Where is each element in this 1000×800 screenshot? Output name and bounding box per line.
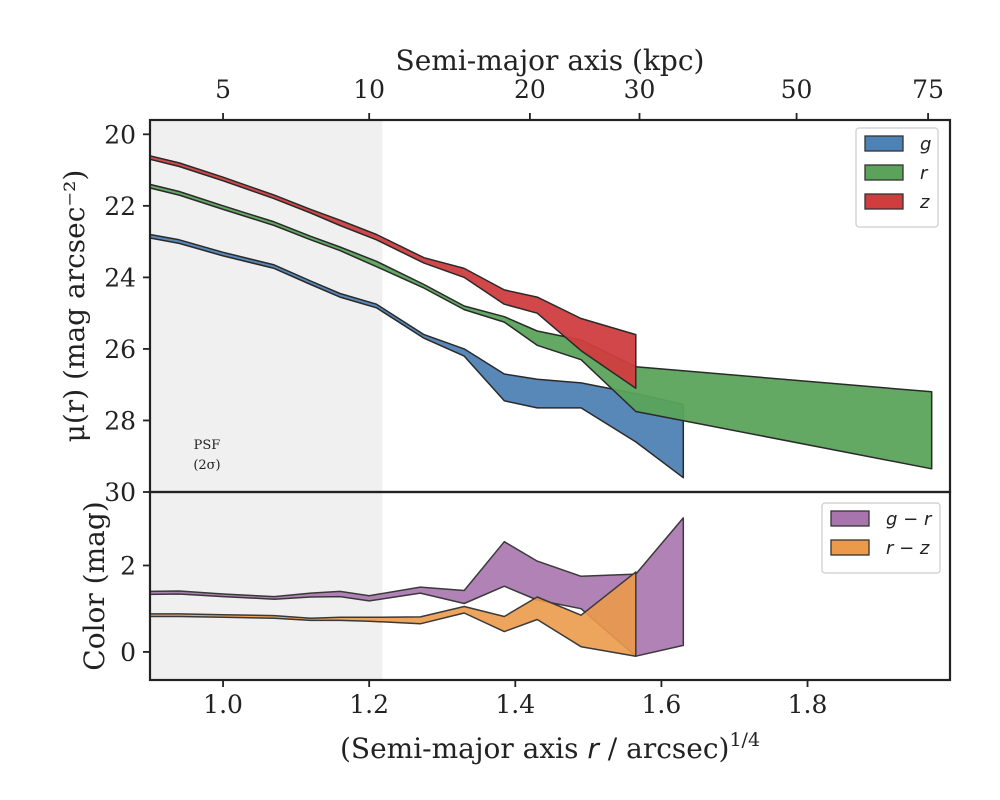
legend-label: z [919, 192, 930, 213]
bottom-xtick-label: 1.6 [642, 690, 682, 719]
top-ytick-label: 26 [104, 335, 136, 364]
bottom-xtick-label: 1.0 [203, 690, 243, 719]
band-rz [149, 571, 637, 657]
kpc-tick-label: 75 [912, 75, 944, 104]
bottom-panel-frame [148, 490, 952, 682]
band-r [149, 183, 933, 470]
kpc-tick-label: 10 [353, 75, 385, 104]
kpc-tick-label: 20 [514, 75, 546, 104]
top-ytick-label: 28 [104, 406, 136, 435]
legend-swatch-r [864, 164, 904, 181]
top-ytick-label: 20 [104, 120, 136, 149]
top-ytick-label: 24 [104, 263, 136, 292]
bottom-xtick-label: 1.8 [788, 690, 828, 719]
xlabel-exponent: 1/4 [729, 729, 760, 751]
xlabel-var: r [587, 732, 600, 765]
xlabel-part: (Semi-major axis [340, 732, 587, 765]
kpc-tick-label: 50 [781, 75, 813, 104]
legend-label: g − r [886, 509, 933, 530]
kpc-tick-label: 5 [215, 75, 231, 104]
band-g [149, 233, 685, 479]
top-yaxis-label: μ(r) (mag arcsec⁻²) [58, 170, 91, 443]
top-axis-title: Semi-major axis (kpc) [396, 44, 705, 77]
band-z [149, 155, 637, 390]
legend-label: r − z [886, 538, 930, 559]
psf-label: PSF [194, 438, 221, 453]
bottom-xtick-label: 1.2 [349, 690, 389, 719]
bottom-xtick-label: 1.4 [495, 690, 535, 719]
legend-swatch-rz [830, 539, 870, 556]
top-ytick-label: 22 [104, 192, 136, 221]
top-ytick-label: 30 [104, 478, 136, 507]
xlabel-part: / arcsec) [599, 732, 730, 765]
psf-sublabel: (2σ) [193, 458, 220, 473]
psf-region-top [150, 120, 383, 492]
legend-label: g [920, 134, 931, 155]
kpc-tick-label: 30 [624, 75, 656, 104]
bottom-xaxis-label: (Semi-major axis r / arcsec)1/4 [340, 729, 760, 765]
psf-region-bottom [150, 492, 383, 680]
bottom-yaxis-label: Color (mag) [78, 501, 111, 670]
legend-label: r [920, 163, 929, 184]
legend-swatch-z [864, 193, 904, 210]
legend-swatch-g [864, 135, 904, 152]
bottom-ytick-label: 2 [120, 551, 136, 580]
legend-swatch-gr [830, 510, 870, 527]
bottom-ytick-label: 0 [120, 638, 136, 667]
